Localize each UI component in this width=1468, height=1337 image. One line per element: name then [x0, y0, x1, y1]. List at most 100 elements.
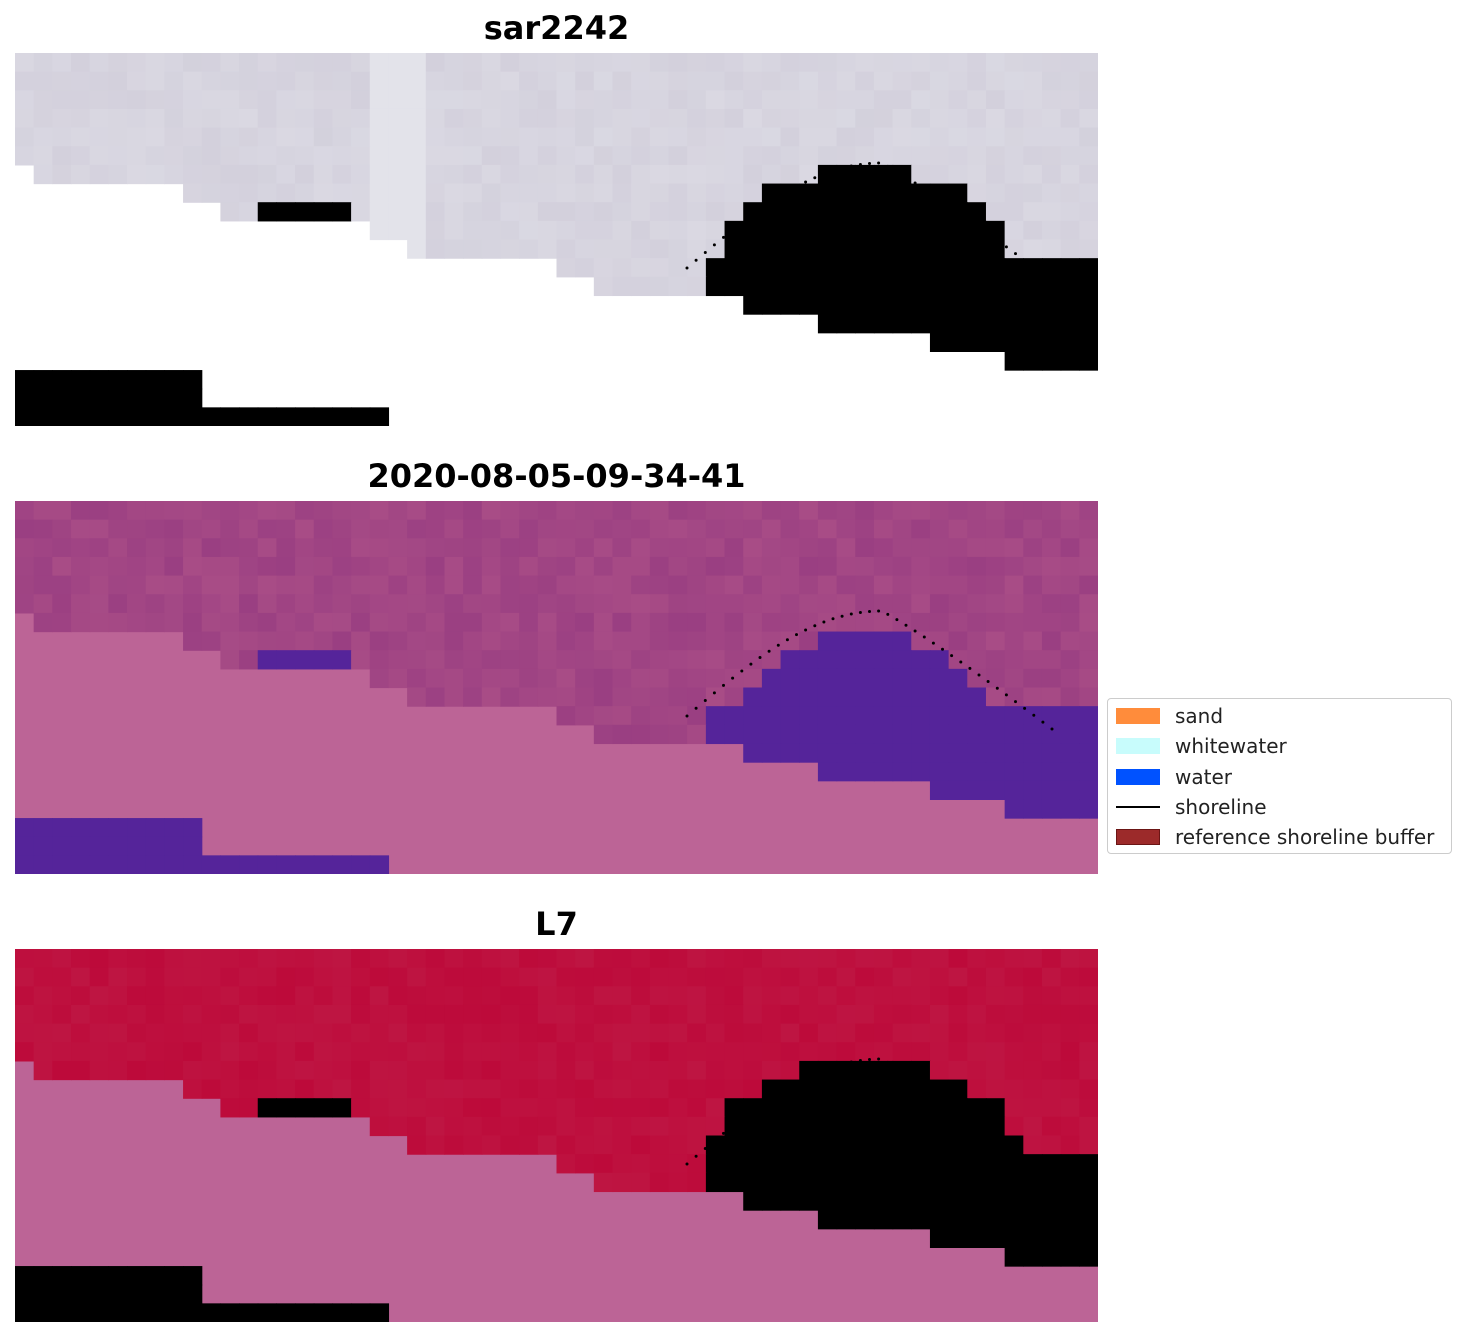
image-pixel — [612, 575, 632, 595]
shoreline-dot — [731, 228, 735, 232]
image-pixel — [1023, 967, 1043, 987]
image-pixel — [724, 1116, 744, 1137]
image-pixel — [967, 314, 987, 334]
image-pixel — [948, 1004, 968, 1025]
image-pixel — [369, 1042, 390, 1062]
image-pixel — [276, 202, 296, 222]
image-pixel — [369, 108, 390, 129]
image-pixel — [761, 612, 782, 633]
image-pixel — [388, 650, 408, 670]
image-pixel — [556, 519, 576, 539]
image-pixel — [1079, 986, 1098, 1006]
image-pixel — [239, 986, 259, 1006]
image-pixel — [481, 108, 502, 129]
image-pixel — [761, 202, 782, 222]
image-pixel — [1079, 799, 1098, 819]
image-pixel — [1023, 164, 1043, 185]
image-pixel — [1004, 724, 1024, 745]
image-pixel — [855, 1042, 875, 1062]
image-pixel — [687, 594, 707, 614]
image-pixel — [537, 538, 558, 558]
image-pixel — [183, 1060, 203, 1081]
image-pixel — [705, 1172, 726, 1193]
image-pixel — [220, 538, 240, 558]
image-pixel — [481, 1023, 502, 1043]
image-pixel — [425, 146, 446, 166]
image-pixel — [519, 1098, 539, 1118]
image-pixel — [948, 668, 968, 689]
image-pixel — [593, 146, 614, 166]
image-pixel — [668, 724, 688, 745]
image-pixel — [257, 1042, 278, 1062]
image-pixel — [817, 967, 838, 987]
shoreline-dot — [731, 676, 735, 680]
image-pixel — [929, 1042, 950, 1062]
image-pixel — [1060, 1172, 1080, 1193]
image-pixel — [1004, 1228, 1024, 1248]
image-pixel — [892, 108, 912, 129]
image-pixel — [967, 71, 987, 91]
image-pixel — [332, 556, 352, 577]
image-pixel — [332, 519, 352, 539]
image-pixel — [444, 183, 464, 203]
image-pixel — [425, 594, 446, 614]
image-pixel — [724, 202, 744, 222]
image-pixel — [388, 967, 408, 987]
image-pixel — [892, 556, 912, 577]
image-pixel — [425, 53, 446, 73]
image-pixel — [1041, 202, 1062, 222]
shoreline-dot — [722, 683, 725, 687]
image-pixel — [911, 1135, 931, 1155]
image-pixel — [444, 612, 464, 633]
image-pixel — [780, 594, 800, 614]
image-pixel — [388, 501, 408, 521]
shoreline-dot — [740, 221, 744, 225]
image-pixel — [407, 575, 427, 595]
image-pixel — [929, 631, 950, 651]
image-pixel — [1079, 724, 1098, 745]
image-pixel — [556, 71, 576, 91]
image-pixel — [500, 1116, 520, 1137]
image-pixel — [537, 1023, 558, 1043]
image-pixel — [164, 575, 184, 595]
image-pixel — [929, 1154, 950, 1174]
image-pixel — [556, 108, 576, 129]
image-pixel — [220, 501, 240, 521]
image-pixel — [799, 108, 819, 129]
image-pixel — [649, 1004, 670, 1025]
shoreline-dot — [1050, 279, 1054, 283]
image-pixel — [201, 90, 221, 110]
image-pixel — [855, 1210, 875, 1230]
image-pixel — [911, 220, 931, 241]
image-pixel — [183, 538, 203, 558]
image-pixel — [1060, 967, 1080, 987]
image-pixel — [1060, 501, 1080, 521]
image-pixel — [71, 146, 91, 166]
image-pixel — [1060, 258, 1080, 278]
image-pixel — [444, 71, 464, 91]
image-pixel — [481, 1135, 502, 1155]
image-pixel — [761, 1042, 782, 1062]
image-pixel — [388, 1116, 408, 1137]
image-pixel — [799, 687, 819, 707]
image-pixel — [425, 1079, 446, 1099]
image-pixel — [836, 183, 856, 203]
shoreline-dot — [858, 611, 862, 614]
image-pixel — [71, 53, 91, 73]
image-pixel — [52, 818, 72, 838]
image-pixel — [855, 53, 875, 73]
image-pixel — [631, 1042, 651, 1062]
image-pixel — [1041, 538, 1062, 558]
image-pixel — [71, 1060, 91, 1081]
image-pixel — [145, 986, 165, 1006]
image-pixel — [1079, 949, 1098, 969]
image-pixel — [425, 1042, 446, 1062]
image-pixel — [220, 53, 240, 73]
image-pixel — [967, 1042, 987, 1062]
image-pixel — [332, 1079, 352, 1099]
image-pixel — [537, 239, 558, 259]
image-pixel — [761, 650, 782, 670]
image-pixel — [649, 949, 670, 969]
image-pixel — [201, 631, 221, 651]
image-pixel — [687, 612, 707, 633]
